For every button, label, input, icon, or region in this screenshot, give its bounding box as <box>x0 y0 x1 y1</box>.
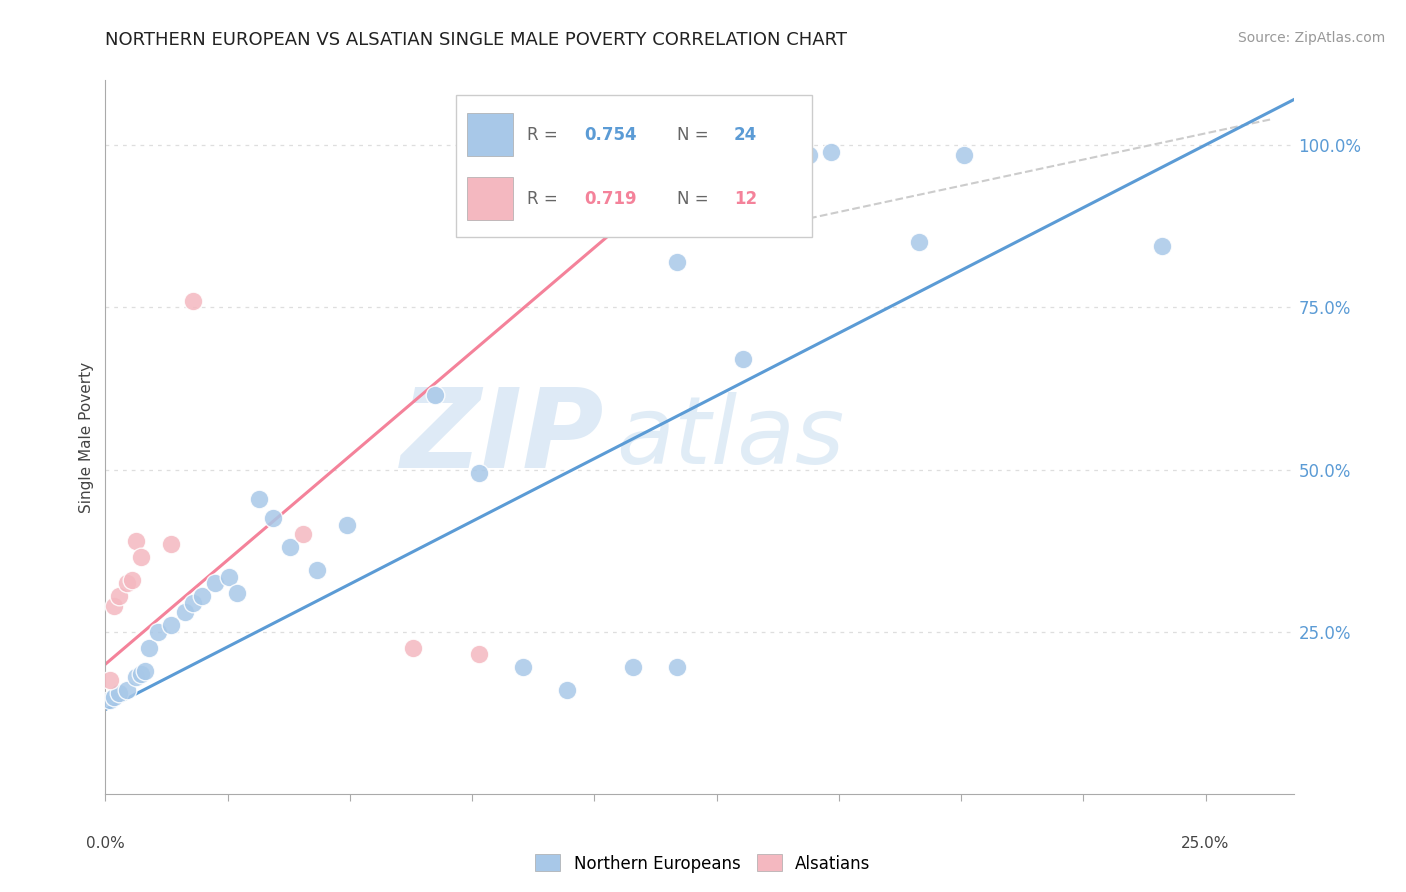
Text: atlas: atlas <box>616 392 845 483</box>
Point <box>160 618 183 632</box>
Point <box>103 690 125 704</box>
Point <box>249 491 271 506</box>
Point <box>468 648 491 662</box>
Text: NORTHERN EUROPEAN VS ALSATIAN SINGLE MALE POVERTY CORRELATION CHART: NORTHERN EUROPEAN VS ALSATIAN SINGLE MAL… <box>105 31 848 49</box>
Point <box>183 595 205 609</box>
Point <box>666 255 689 269</box>
Point <box>121 573 143 587</box>
Text: 25.0%: 25.0% <box>1181 836 1230 851</box>
Point <box>191 589 214 603</box>
Point <box>799 148 821 162</box>
Point <box>160 537 183 551</box>
Point <box>292 527 315 541</box>
Point <box>733 352 755 367</box>
Point <box>512 660 534 674</box>
Point <box>134 664 156 678</box>
Point <box>468 466 491 480</box>
Text: 0.0%: 0.0% <box>86 836 125 851</box>
Point <box>952 148 974 162</box>
Point <box>117 576 139 591</box>
Point <box>820 145 842 159</box>
Point <box>107 589 129 603</box>
Point <box>125 670 148 684</box>
Text: ZIP: ZIP <box>401 384 605 491</box>
Point <box>183 293 205 308</box>
Point <box>103 599 125 613</box>
Point <box>305 563 328 577</box>
Point <box>98 673 121 688</box>
Point <box>98 693 121 707</box>
Point <box>425 388 447 402</box>
Point <box>336 517 359 532</box>
Legend: Northern Europeans, Alsatians: Northern Europeans, Alsatians <box>529 847 877 880</box>
Point <box>107 686 129 700</box>
Point <box>204 576 226 591</box>
Point <box>623 660 645 674</box>
Point <box>148 624 170 639</box>
Text: Source: ZipAtlas.com: Source: ZipAtlas.com <box>1237 31 1385 45</box>
Point <box>908 235 931 250</box>
Point <box>117 683 139 698</box>
Point <box>226 586 249 600</box>
Point <box>218 569 240 583</box>
Point <box>1150 238 1173 252</box>
Point <box>129 550 152 565</box>
Point <box>125 533 148 548</box>
Point <box>402 640 425 655</box>
Point <box>557 683 579 698</box>
Point <box>138 640 160 655</box>
Point <box>278 541 301 555</box>
Point <box>666 660 689 674</box>
Point <box>262 511 284 525</box>
Y-axis label: Single Male Poverty: Single Male Poverty <box>79 361 94 513</box>
Point <box>173 605 195 619</box>
Point <box>129 666 152 681</box>
